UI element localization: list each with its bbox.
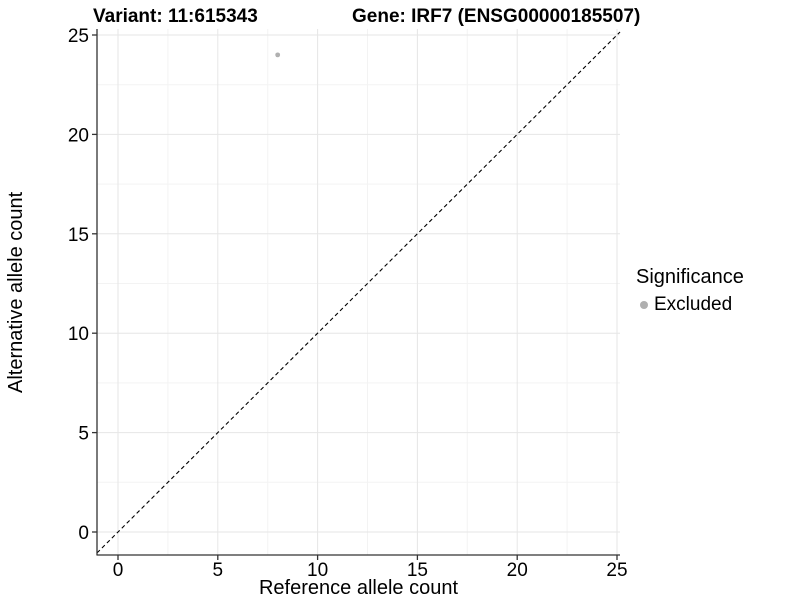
x-tick-label: 25: [606, 560, 627, 581]
legend-item-label: Excluded: [654, 294, 733, 315]
y-tick-label: 0: [78, 523, 89, 544]
y-tick-label: 10: [68, 324, 89, 345]
x-tick-label: 0: [113, 560, 124, 581]
x-tick-label: 5: [213, 560, 224, 581]
y-tick-label: 25: [68, 26, 89, 47]
legend-title: Significance: [636, 266, 744, 288]
legend-items: Excluded: [636, 294, 744, 316]
legend-item: Excluded: [640, 294, 744, 316]
data-point: [275, 52, 281, 58]
gene-title: Gene: IRF7 (ENSG00000185507): [352, 6, 641, 27]
x-tick-label: 20: [507, 560, 528, 581]
legend-point-icon: [640, 301, 648, 309]
y-tick-label: 15: [68, 225, 89, 246]
identity-line: [96, 31, 621, 554]
x-tick-label: 10: [307, 560, 328, 581]
y-tick-label: 20: [68, 125, 89, 146]
legend: Significance Excluded: [636, 266, 744, 316]
x-axis-label: Reference allele count: [258, 577, 458, 599]
x-tick-label: 15: [407, 560, 428, 581]
y-tick-label: 5: [78, 424, 89, 445]
y-axis-label: Alternative allele count: [5, 191, 27, 393]
variant-title: Variant: 11:615343: [93, 6, 258, 27]
